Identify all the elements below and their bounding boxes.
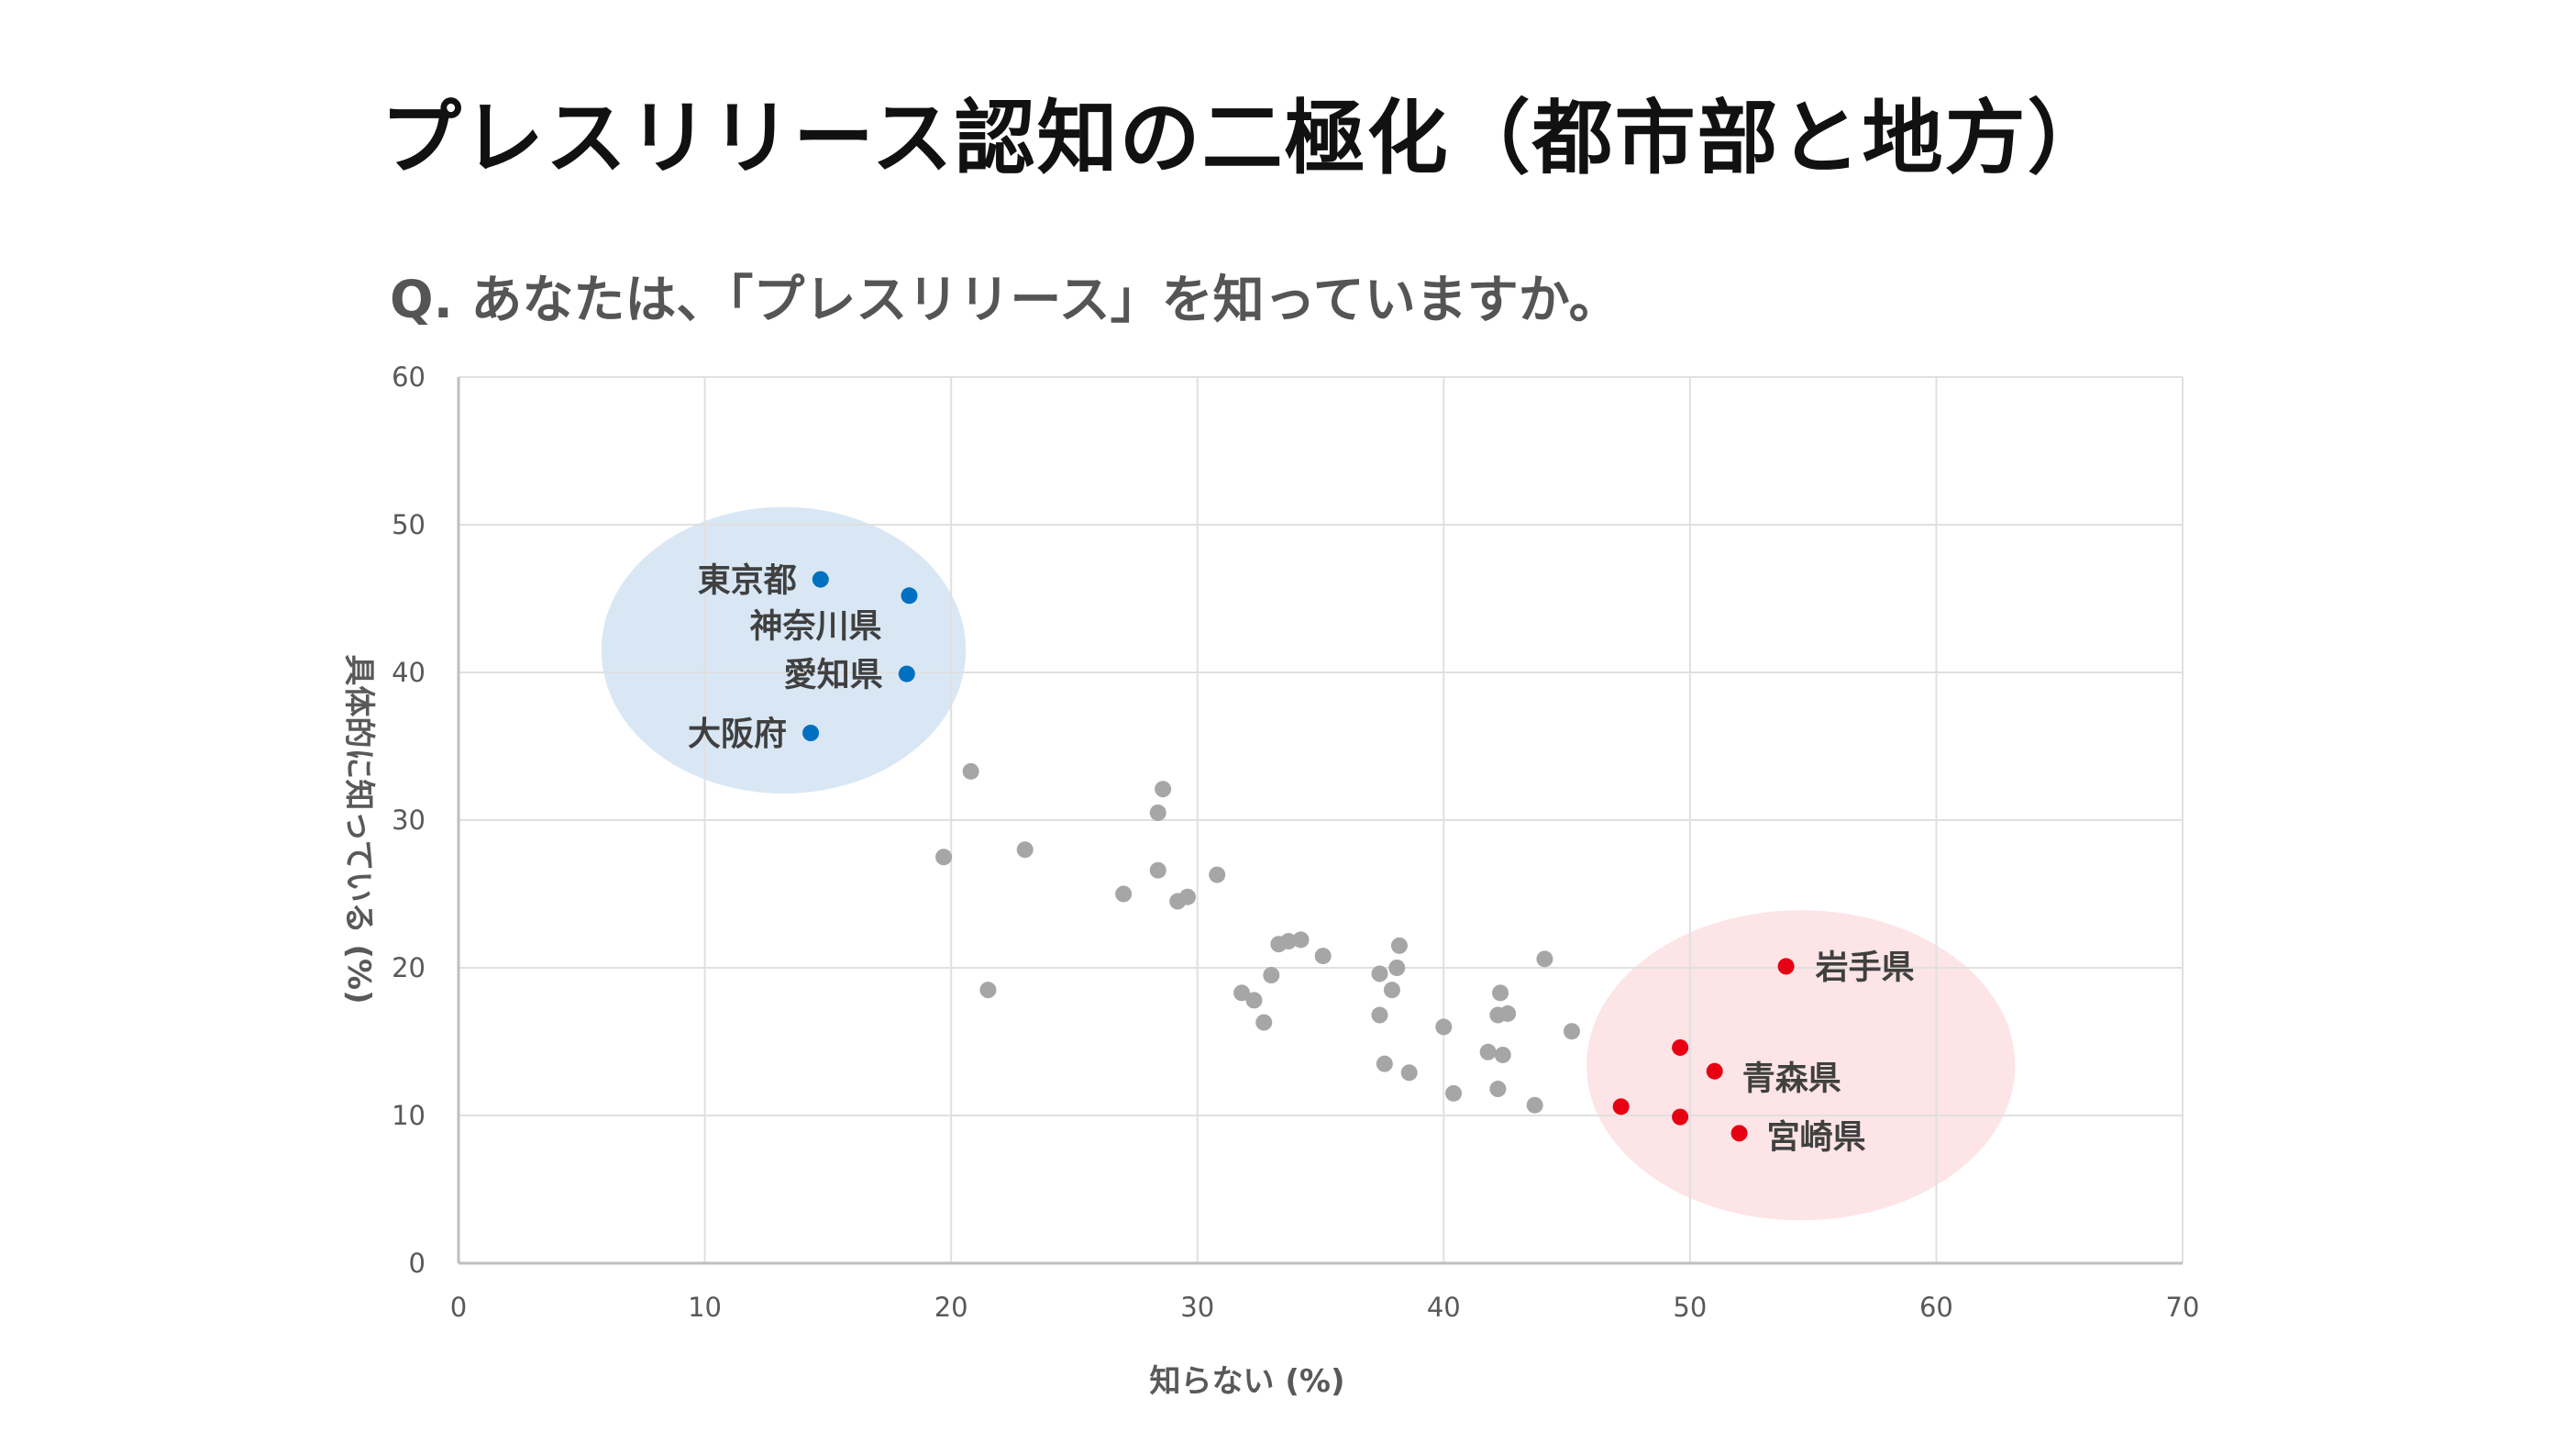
y-tick-label: 50 bbox=[392, 509, 426, 540]
cluster-layer bbox=[601, 506, 2016, 1221]
data-point-other bbox=[1492, 984, 1509, 1002]
data-point-other bbox=[1390, 937, 1408, 954]
cluster-urban bbox=[601, 506, 967, 794]
data-point-other bbox=[1149, 804, 1166, 821]
data-point-urban bbox=[802, 725, 820, 742]
points-layer bbox=[802, 571, 1795, 1142]
data-point-urban bbox=[812, 571, 829, 588]
y-tick-label: 30 bbox=[392, 805, 426, 836]
data-point-other bbox=[1376, 1055, 1393, 1072]
x-tick-label: 20 bbox=[934, 1292, 968, 1323]
data-point-rural bbox=[1672, 1038, 1689, 1056]
data-point-other bbox=[1155, 781, 1172, 798]
data-label: 愛知県 bbox=[784, 657, 883, 694]
data-point-other bbox=[1233, 984, 1251, 1002]
y-axis-title: 具体的に知っている (%) bbox=[340, 654, 377, 1004]
y-tick-label: 0 bbox=[409, 1248, 426, 1279]
grid-layer bbox=[459, 376, 2184, 1263]
data-label: 神奈川県 bbox=[749, 607, 881, 645]
data-point-other bbox=[979, 982, 997, 999]
data-point-other bbox=[1563, 1023, 1580, 1040]
data-point-other bbox=[935, 849, 953, 866]
data-point-other bbox=[1435, 1018, 1453, 1036]
data-point-other bbox=[1494, 1046, 1511, 1063]
axes-layer: 0 10 20 30 40 50 60 70 0 10 20 30 40 50 60 bbox=[392, 361, 2199, 1323]
data-label: 青森県 bbox=[1742, 1060, 1841, 1098]
data-label: 岩手県 bbox=[1816, 949, 1915, 986]
data-point-other bbox=[1280, 933, 1298, 950]
cluster-rural bbox=[1587, 910, 2016, 1221]
data-point-other bbox=[1388, 960, 1406, 976]
y-tick-label: 20 bbox=[392, 952, 426, 983]
data-point-other bbox=[1536, 950, 1553, 968]
data-point-urban bbox=[901, 587, 918, 605]
data-point-rural bbox=[1730, 1125, 1748, 1142]
data-point-other bbox=[1371, 1006, 1388, 1024]
page-title: プレスリリース認知の二極化（都市部と地方） bbox=[381, 91, 2110, 185]
data-point-other bbox=[1371, 965, 1388, 982]
x-tick-label: 50 bbox=[1673, 1292, 1707, 1323]
data-point-other bbox=[1400, 1064, 1418, 1082]
x-tick-label: 60 bbox=[1919, 1292, 1953, 1323]
x-tick-label: 40 bbox=[1427, 1292, 1461, 1323]
x-tick-label: 30 bbox=[1180, 1292, 1214, 1323]
data-point-other bbox=[1479, 1043, 1497, 1060]
x-tick-label: 10 bbox=[688, 1292, 722, 1323]
x-tick-label: 0 bbox=[450, 1292, 467, 1323]
data-point-other bbox=[1016, 841, 1034, 859]
data-point-other bbox=[962, 762, 979, 780]
data-label: 東京都 bbox=[698, 561, 797, 600]
data-point-rural bbox=[1706, 1062, 1723, 1080]
x-axis-title: 知らない (%) bbox=[1150, 1363, 1345, 1400]
data-point-other bbox=[1178, 888, 1196, 905]
y-tick-label: 10 bbox=[392, 1100, 426, 1131]
data-point-other bbox=[1209, 866, 1226, 883]
data-point-rural bbox=[1777, 958, 1795, 975]
data-point-other bbox=[1499, 1004, 1517, 1022]
data-point-other bbox=[1255, 1014, 1273, 1031]
question-text: Q. あなたは、「プレスリリース」を知っていますか。 bbox=[390, 271, 1620, 330]
data-label: 大阪府 bbox=[688, 715, 787, 753]
data-point-other bbox=[1149, 861, 1166, 879]
data-point-other bbox=[1489, 1081, 1507, 1098]
data-point-rural bbox=[1672, 1108, 1689, 1126]
data-point-other bbox=[1292, 931, 1310, 949]
data-point-rural bbox=[1612, 1098, 1630, 1115]
x-tick-label: 70 bbox=[2166, 1292, 2200, 1323]
data-point-urban bbox=[898, 665, 915, 683]
data-point-other bbox=[1263, 967, 1280, 984]
data-point-other bbox=[1314, 948, 1332, 965]
data-point-other bbox=[1383, 982, 1400, 999]
data-point-other bbox=[1445, 1084, 1463, 1102]
y-tick-label: 40 bbox=[392, 657, 426, 688]
data-point-other bbox=[1115, 885, 1133, 903]
y-tick-label: 60 bbox=[392, 361, 426, 393]
data-point-other bbox=[1526, 1096, 1543, 1114]
data-label: 宮崎県 bbox=[1767, 1118, 1866, 1156]
data-point-other bbox=[1245, 992, 1263, 1009]
